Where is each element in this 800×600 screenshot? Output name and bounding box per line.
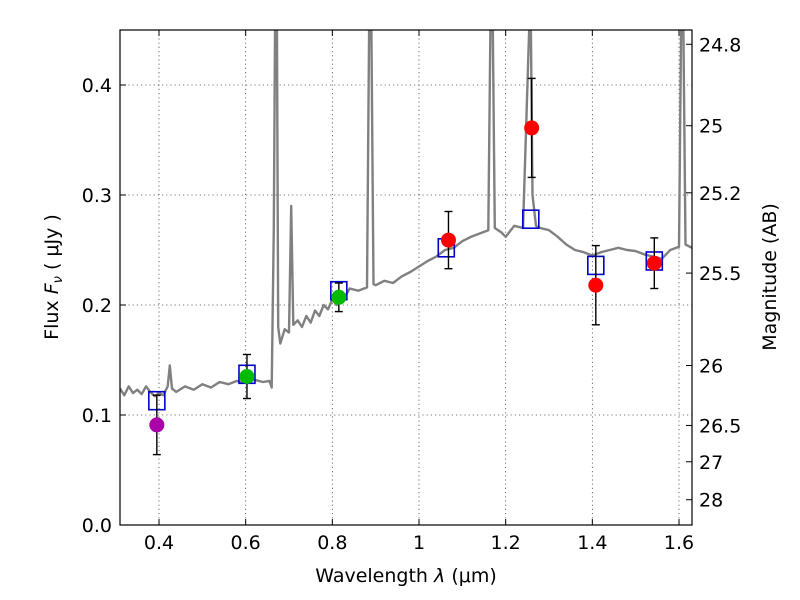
model-points-layer: [148, 209, 664, 411]
observed-flux-point: [646, 255, 662, 271]
observed-flux-point: [588, 277, 604, 293]
observed-flux-point: [440, 232, 456, 248]
x-tick-label: 0.4: [144, 532, 174, 554]
plot-frame: [119, 29, 693, 526]
right-tick-label: 24.8: [699, 34, 741, 56]
y-tick-label: 0.2: [82, 295, 112, 317]
right-tick-label: 25: [699, 116, 723, 138]
x-tick-label: 1: [413, 532, 425, 554]
observed-flux-point: [149, 417, 165, 433]
right-tick-label: 26: [699, 356, 723, 378]
right-axis-title: Magnitude (AB): [759, 203, 781, 351]
right-tick-label: 25.2: [699, 183, 741, 205]
y-axis-ticks: 0.0 0.1 0.2 0.3 0.4: [82, 75, 126, 537]
sed-layer: [120, 30, 692, 398]
right-tick-label: 27: [699, 452, 723, 474]
observed-flux-point: [331, 289, 347, 305]
x-tick-label: 1.6: [664, 532, 694, 554]
right-axis-ticks: 24.8 25 25.2 25.5 26 26.5 27 28: [686, 34, 741, 512]
y-tick-label: 0.3: [82, 185, 112, 207]
x-axis-ticks: 0.4 0.6 0.8 1 1.2 1.4 1.6: [144, 30, 694, 554]
grid: [120, 30, 692, 525]
x-axis-title: Wavelength λ (μm): [315, 565, 496, 587]
y-tick-label: 0.0: [82, 515, 112, 537]
y-tick-label: 0.1: [82, 405, 112, 427]
y-tick-label: 0.4: [82, 75, 112, 97]
y-axis-title: Flux Fν ( μJy ): [41, 214, 66, 340]
observed-flux-point: [524, 120, 540, 136]
x-tick-label: 1.4: [577, 532, 607, 554]
right-tick-label: 25.5: [699, 263, 741, 285]
observation-points-layer: [149, 77, 662, 456]
observed-flux-point: [239, 369, 255, 384]
model-flux-square: [521, 209, 540, 229]
x-tick-label: 1.2: [491, 532, 521, 554]
right-tick-label: 28: [699, 490, 723, 512]
right-tick-label: 26.5: [699, 415, 741, 437]
x-tick-label: 0.6: [231, 532, 261, 554]
sed-spectrum-line: [120, 30, 692, 398]
x-tick-label: 0.8: [317, 532, 347, 554]
